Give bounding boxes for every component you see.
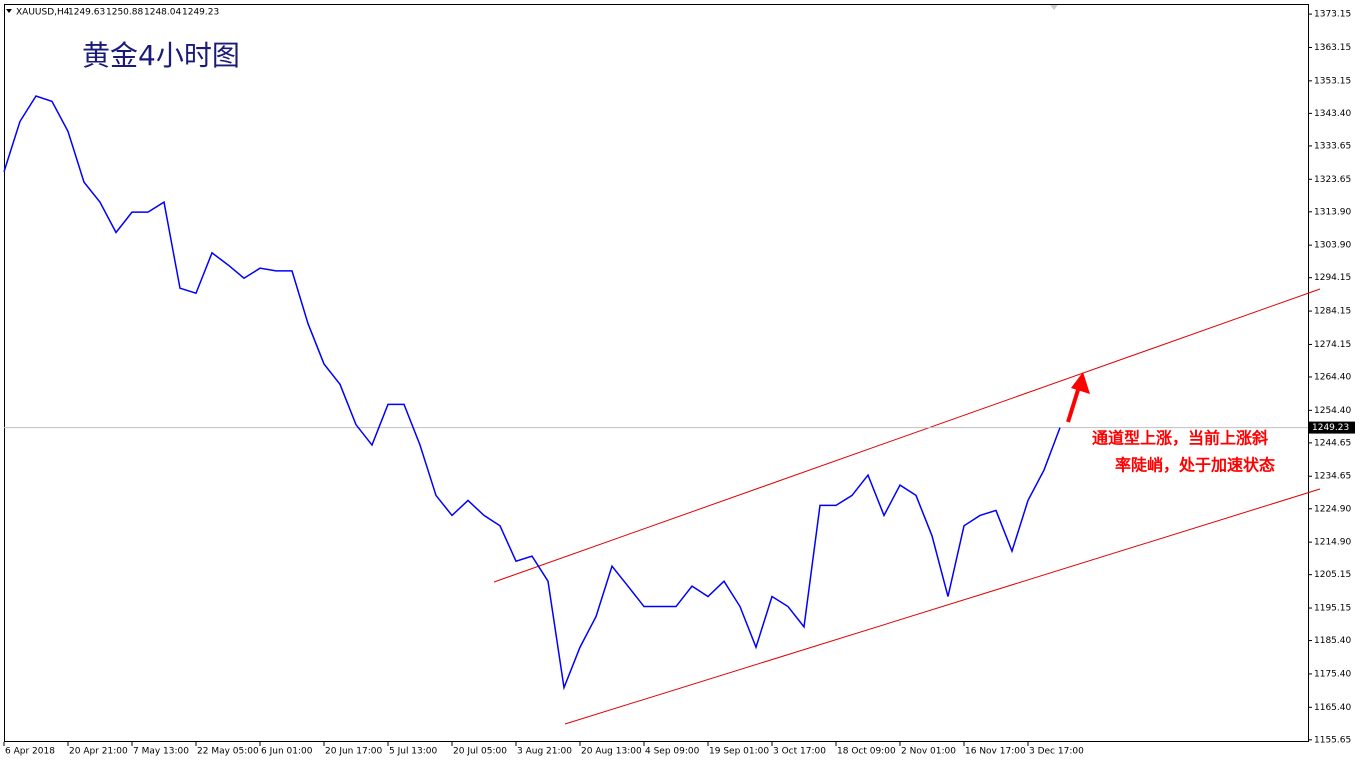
shift-marker bbox=[1050, 5, 1058, 10]
x-tick-label: 19 Sep 01:00 bbox=[709, 747, 769, 757]
y-tick-label: 1343.40 bbox=[1314, 109, 1351, 119]
y-tick-label: 1274.15 bbox=[1314, 340, 1351, 350]
y-tick-label: 1254.40 bbox=[1314, 406, 1351, 416]
y-tick-label: 1363.15 bbox=[1314, 43, 1351, 53]
y-tick-label: 1244.65 bbox=[1314, 438, 1351, 448]
y-tick-label: 1234.65 bbox=[1314, 472, 1351, 482]
current-price-label: 1249.23 bbox=[1312, 423, 1349, 433]
x-tick-label: 6 Jun 01:00 bbox=[261, 747, 313, 757]
y-tick-label: 1294.15 bbox=[1314, 273, 1351, 283]
y-tick-label: 1303.90 bbox=[1314, 241, 1351, 251]
ohlc-value: 1249.63 bbox=[68, 8, 105, 18]
x-tick-label: 4 Sep 09:00 bbox=[645, 747, 700, 757]
x-tick-label: 3 Dec 17:00 bbox=[1029, 747, 1084, 757]
y-tick-label: 1284.15 bbox=[1314, 307, 1351, 317]
arrow-shaft bbox=[1066, 389, 1080, 423]
x-tick-label: 3 Oct 17:00 bbox=[773, 747, 826, 757]
arrow-head bbox=[1071, 372, 1090, 394]
ohlc-value: 1250.88 bbox=[106, 8, 143, 18]
y-tick-label: 1333.65 bbox=[1314, 141, 1351, 151]
y-tick-label: 1373.15 bbox=[1314, 10, 1351, 20]
y-tick-label: 1313.90 bbox=[1314, 207, 1351, 217]
x-tick-label: 20 Jun 17:00 bbox=[325, 747, 382, 757]
annotation: 通道型上涨，当前上涨斜 bbox=[1092, 429, 1268, 448]
y-tick-label: 1175.40 bbox=[1314, 669, 1351, 679]
ohlc-value: 1248.04 bbox=[144, 8, 181, 18]
current-price-box bbox=[1309, 421, 1355, 434]
y-tick-label: 1323.65 bbox=[1314, 175, 1351, 185]
y-tick-label: 1214.90 bbox=[1314, 538, 1351, 548]
annotation: 率陡峭，处于加速状态 bbox=[1115, 456, 1275, 475]
channel-lower bbox=[564, 488, 1321, 725]
x-tick-label: 7 May 13:00 bbox=[133, 747, 189, 757]
y-tick-label: 1155.65 bbox=[1314, 735, 1351, 745]
x-tick-label: 3 Aug 21:00 bbox=[517, 747, 572, 757]
y-tick-label: 1224.90 bbox=[1314, 504, 1351, 514]
price-line bbox=[3, 95, 1061, 691]
x-tick-label: 20 Apr 21:00 bbox=[69, 747, 128, 757]
y-tick-label: 1353.15 bbox=[1314, 76, 1351, 86]
x-tick-label: 18 Oct 09:00 bbox=[837, 747, 896, 757]
y-tick-label: 1185.40 bbox=[1314, 636, 1351, 646]
chart-title: 黄金4小时图 bbox=[82, 39, 240, 72]
ohlc-value: 1249.23 bbox=[182, 8, 219, 18]
plot-frame bbox=[4, 4, 1309, 742]
y-tick-label: 1205.15 bbox=[1314, 570, 1351, 580]
channel-upper bbox=[493, 288, 1321, 583]
symbol: XAUUSD,H4 bbox=[16, 8, 70, 18]
y-tick-label: 1165.40 bbox=[1314, 703, 1351, 713]
x-tick-label: 20 Jul 05:00 bbox=[453, 747, 507, 757]
x-tick-label: 5 Jul 13:00 bbox=[389, 747, 438, 757]
menu-triangle bbox=[6, 9, 12, 13]
x-tick-label: 22 May 05:00 bbox=[197, 747, 259, 757]
x-tick-label: 2 Nov 01:00 bbox=[901, 747, 956, 757]
y-tick-label: 1195.15 bbox=[1314, 604, 1351, 614]
x-tick-label: 20 Aug 13:00 bbox=[581, 747, 642, 757]
y-tick-label: 1264.40 bbox=[1314, 372, 1351, 382]
x-tick-label: 6 Apr 2018 bbox=[5, 747, 55, 757]
x-tick-label: 16 Nov 17:00 bbox=[965, 747, 1026, 757]
